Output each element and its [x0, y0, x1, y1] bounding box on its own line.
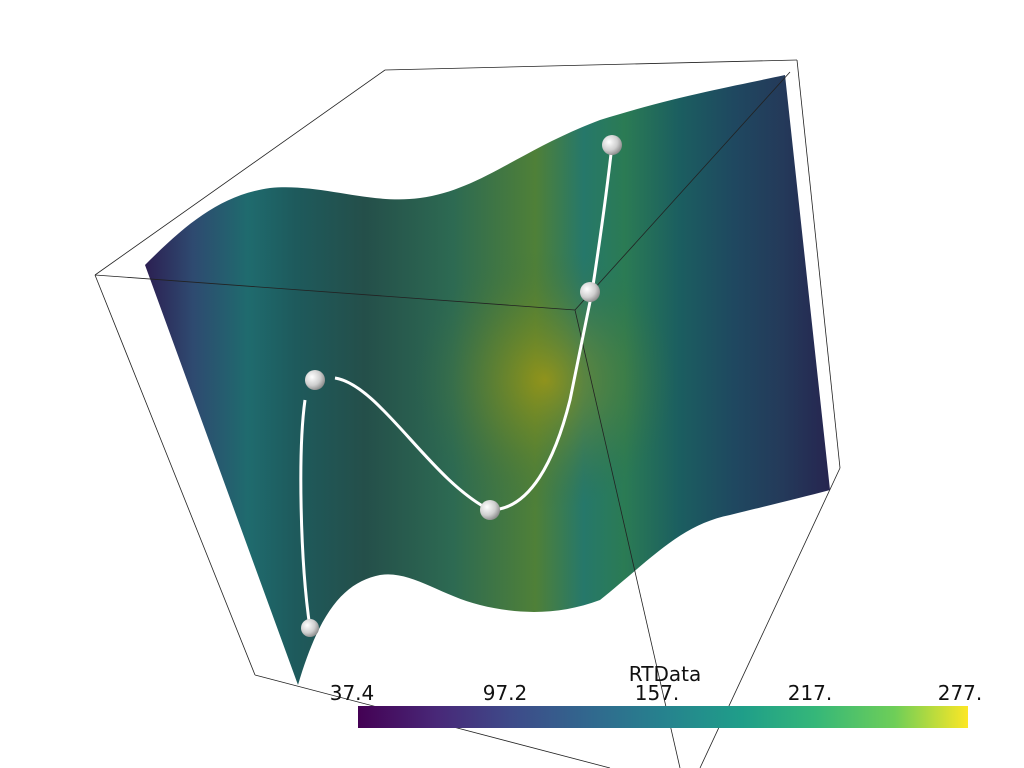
scalar-bar-label: 97.2 — [483, 681, 528, 705]
scalar-bar-label: 37.4 — [330, 681, 375, 705]
control-points — [301, 135, 622, 637]
bounding-box-front — [94, 71, 791, 768]
scalar-bar-label: 217. — [788, 681, 833, 705]
scalar-bar: RTData 37.4 97.2 157. 217. 277. — [330, 662, 983, 728]
scalar-bar-title: RTData — [629, 662, 701, 686]
spline — [299, 144, 614, 629]
color-ramp — [358, 706, 968, 728]
surface — [145, 75, 830, 685]
scalar-bar-label: 277. — [938, 681, 983, 705]
scalar-bar-label: 157. — [635, 681, 680, 705]
